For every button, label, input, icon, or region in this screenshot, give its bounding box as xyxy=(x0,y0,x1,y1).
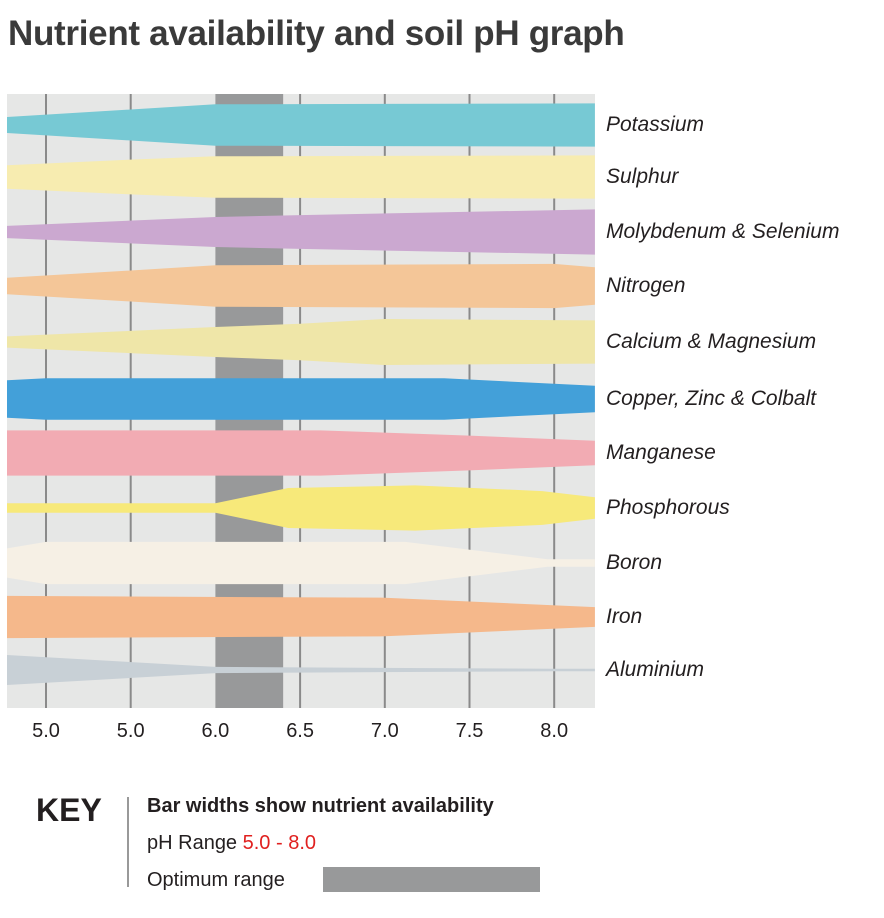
nutrient-label: Iron xyxy=(606,605,643,628)
x-tick-label: 8.0 xyxy=(540,720,569,742)
x-tick-label: 5.0 xyxy=(32,720,60,742)
nutrient-label: Sulphur xyxy=(606,165,679,188)
nutrient-band-iron xyxy=(7,595,595,639)
nutrient-band-manganese xyxy=(7,430,595,476)
key-range-label: pH Range xyxy=(147,832,238,854)
nutrient-band-molybdenum-selenium xyxy=(7,209,595,255)
nutrient-label: Potassium xyxy=(606,113,705,136)
x-tick-label: 6.5 xyxy=(286,720,314,742)
nutrient-band-potassium xyxy=(7,103,595,147)
nutrient-band-aluminium xyxy=(7,655,595,685)
nutrient-band-phosphorous xyxy=(7,485,595,531)
nutrient-band-sulphur xyxy=(7,155,595,199)
key-divider xyxy=(127,797,129,887)
key-title: KEY xyxy=(36,792,102,828)
nutrient-label: Calcium & Magnesium xyxy=(606,330,817,353)
nutrient-label: Nitrogen xyxy=(606,274,686,297)
nutrient-band-nitrogen xyxy=(7,263,595,309)
nutrient-label: Boron xyxy=(606,551,663,574)
key-optimum-label: Optimum range xyxy=(147,869,285,891)
nutrient-label: Manganese xyxy=(606,441,716,464)
key-optimum-swatch xyxy=(323,867,540,892)
nutrient-label: Molybdenum & Selenium xyxy=(606,220,840,243)
key-heading: Bar widths show nutrient availability xyxy=(147,795,494,817)
nutrient-label: Phosphorous xyxy=(606,496,730,519)
x-tick-label: 7.0 xyxy=(370,720,399,742)
key-ph-range: pH Range 5.0 - 8.0 xyxy=(147,832,316,855)
nutrient-label: Aluminium xyxy=(606,658,705,681)
x-tick-label: 5.0 xyxy=(116,720,145,742)
x-tick-label: 6.0 xyxy=(201,720,230,742)
nutrient-band-boron xyxy=(7,541,595,585)
key-range-value: 5.0 - 8.0 xyxy=(242,832,317,854)
nutrient-label: Copper, Zinc & Colbalt xyxy=(606,387,817,410)
x-tick-label: 7.5 xyxy=(455,720,484,742)
nutrient-chart xyxy=(7,94,595,708)
nutrient-band-calcium-magnesium xyxy=(7,319,595,365)
nutrient-band-copper-zinc-colbalt xyxy=(7,378,595,420)
chart-title: Nutrient availability and soil pH graph xyxy=(8,14,625,53)
